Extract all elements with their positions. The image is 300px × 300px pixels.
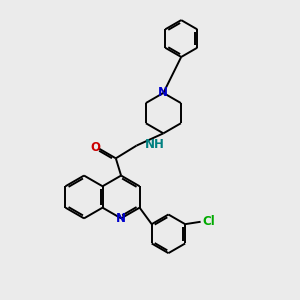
Text: Cl: Cl <box>202 215 215 228</box>
Text: N: N <box>158 86 168 99</box>
Text: O: O <box>90 140 100 154</box>
Text: N: N <box>116 212 126 226</box>
Text: NH: NH <box>145 138 165 151</box>
